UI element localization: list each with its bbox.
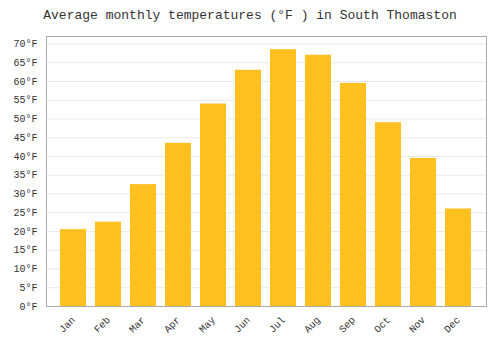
svg-text:55°F: 55°F: [13, 95, 37, 106]
svg-text:Jan: Jan: [57, 315, 78, 336]
svg-text:May: May: [197, 315, 218, 336]
svg-text:20°F: 20°F: [13, 227, 37, 238]
svg-text:30°F: 30°F: [13, 189, 37, 200]
svg-text:35°F: 35°F: [13, 170, 37, 181]
svg-text:Nov: Nov: [407, 315, 428, 336]
svg-text:Dec: Dec: [442, 315, 463, 336]
svg-text:0°F: 0°F: [19, 302, 37, 313]
svg-text:Mar: Mar: [127, 315, 148, 336]
svg-text:Jun: Jun: [232, 315, 253, 336]
svg-text:70°F: 70°F: [13, 39, 37, 50]
svg-text:Jul: Jul: [267, 315, 288, 336]
svg-text:Feb: Feb: [92, 315, 113, 336]
html-text:Average monthly temperatures (: Average monthly temperatures (°F ) in So…: [43, 8, 457, 23]
svg-text:Aug: Aug: [302, 315, 323, 336]
svg-text:Oct: Oct: [372, 315, 393, 336]
svg-text:Sep: Sep: [337, 315, 358, 336]
svg-text:15°F: 15°F: [13, 245, 37, 256]
svg-text:65°F: 65°F: [13, 58, 37, 69]
svg-text:Apr: Apr: [162, 315, 183, 336]
svg-text:60°F: 60°F: [13, 77, 37, 88]
svg-text:10°F: 10°F: [13, 264, 37, 275]
svg-text:50°F: 50°F: [13, 114, 37, 125]
svg-text:40°F: 40°F: [13, 152, 37, 163]
svg-text:5°F: 5°F: [19, 283, 37, 294]
svg-text:25°F: 25°F: [13, 208, 37, 219]
svg-text:45°F: 45°F: [13, 133, 37, 144]
